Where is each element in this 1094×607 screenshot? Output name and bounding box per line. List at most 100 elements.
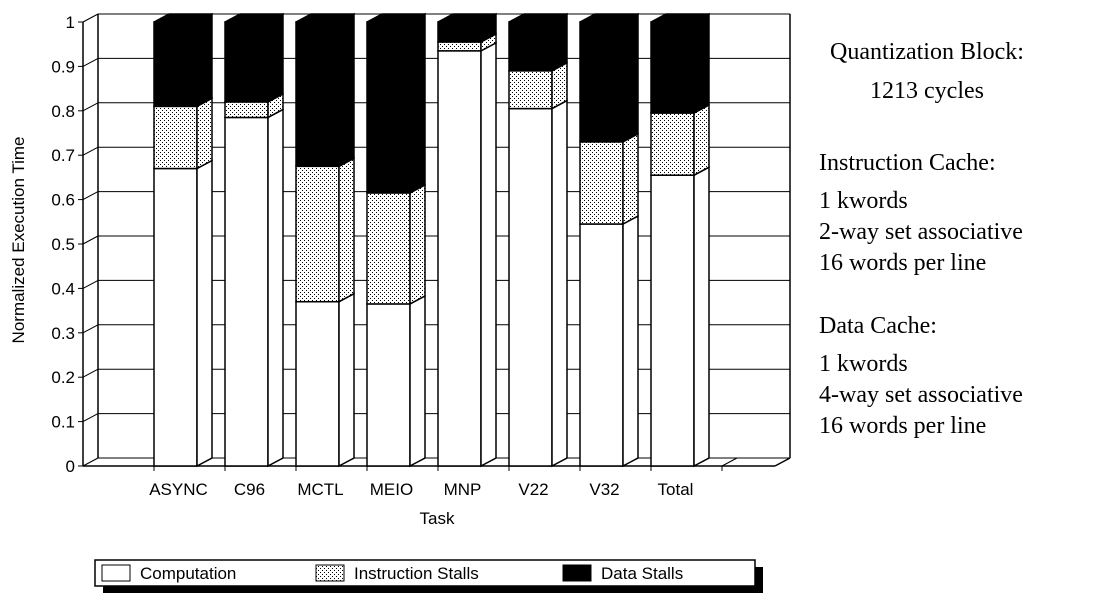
bar-segment	[295, 300, 340, 467]
bar-segment	[437, 50, 482, 467]
bar-top	[224, 13, 284, 23]
bar-segment	[366, 192, 411, 305]
bar-side	[338, 292, 355, 468]
bar-side	[196, 12, 213, 108]
wall-tick	[82, 235, 99, 245]
bar-segment	[437, 21, 482, 43]
cache-info: Quantization Block: 1213 cycles Instruct…	[819, 39, 1024, 439]
wall-tick	[82, 146, 99, 156]
wall-tick	[82, 324, 99, 334]
dcache-size: 1 kwords	[819, 351, 908, 377]
bar-segment	[650, 21, 695, 114]
wall-tick	[82, 13, 99, 23]
bar-segment	[579, 21, 624, 143]
y-tick-label: 0.2	[51, 368, 75, 387]
dcache-associativity: 4-way set associative	[819, 382, 1023, 408]
x-tick-label: MCTL	[297, 480, 343, 499]
quantization-value: 1213 cycles	[870, 78, 984, 104]
x-tick-label: C96	[234, 480, 265, 499]
legend-label: Instruction Stalls	[354, 564, 479, 583]
y-tick-label: 1	[66, 13, 75, 32]
bars	[153, 12, 710, 468]
bar-segment	[650, 112, 695, 176]
bar-side	[480, 41, 497, 468]
bar-segment	[508, 21, 553, 72]
floor-right	[774, 457, 791, 467]
x-tick-label: V32	[589, 480, 619, 499]
bar-segment	[153, 21, 198, 108]
bar-segment	[650, 174, 695, 467]
dcache-title: Data Cache:	[819, 313, 937, 339]
bar-side	[196, 97, 213, 170]
bar-segment	[224, 116, 269, 467]
bar-side	[693, 103, 710, 177]
bar-side	[551, 12, 568, 73]
icache-size: 1 kwords	[819, 188, 908, 214]
y-tick-label: 0.9	[51, 57, 75, 76]
y-tick-label: 0.5	[51, 235, 75, 254]
bar-segment	[579, 223, 624, 467]
bar-segment	[224, 101, 269, 119]
x-tick-label: ASYNC	[149, 480, 208, 499]
bar-top	[366, 13, 426, 23]
x-tick-label: MEIO	[370, 480, 413, 499]
bar-segment	[366, 303, 411, 467]
bar-side	[409, 183, 426, 306]
bar-side	[267, 12, 284, 104]
legend: Computation Instruction Stalls Data Stalls	[94, 559, 763, 593]
wall-tick	[82, 102, 99, 112]
y-tick-label: 0.1	[51, 413, 75, 432]
bar-side	[338, 12, 355, 168]
floor-divider	[721, 457, 738, 467]
bar-side	[196, 159, 213, 468]
bar-segment	[295, 21, 340, 168]
bar-top	[437, 13, 497, 23]
icache-associativity: 2-way set associative	[819, 219, 1023, 245]
icache-title: Instruction Cache:	[819, 150, 996, 176]
bar-segment	[508, 70, 553, 110]
bar-segment	[366, 21, 411, 194]
x-axis-label: Task	[420, 509, 455, 528]
bar-side	[409, 12, 426, 195]
wall-tick	[82, 457, 99, 467]
y-tick-label: 0.8	[51, 102, 75, 121]
legend-label: Computation	[140, 564, 236, 583]
bar-top	[153, 13, 213, 23]
bar-segment	[153, 167, 198, 467]
wall-tick	[82, 368, 99, 378]
wall-tick	[82, 57, 99, 67]
quantization-title: Quantization Block:	[830, 39, 1024, 65]
x-tick-label: V22	[518, 480, 548, 499]
bar-top	[295, 13, 355, 23]
dcache-line: 16 words per line	[819, 413, 986, 439]
y-tick-label: 0.6	[51, 191, 75, 210]
bar-top	[508, 13, 568, 23]
bar-side	[693, 165, 710, 468]
legend-swatch	[101, 564, 131, 582]
x-tick-label: MNP	[444, 480, 482, 499]
bar-top	[650, 13, 710, 23]
bar-segment	[224, 21, 269, 103]
bar-top	[579, 13, 639, 23]
icache-line: 16 words per line	[819, 250, 986, 276]
bar-side	[693, 12, 710, 115]
y-axis: 0 0.1 0.2 0.3 0.4 0.5 0.6 0.7 0.8 0.9 1	[51, 13, 75, 476]
bar-side	[622, 132, 639, 226]
y-axis-label: Normalized Execution Time	[9, 137, 28, 344]
bar-segment	[153, 105, 198, 170]
legend-label: Data Stalls	[601, 564, 683, 583]
y-tick-label: 0.3	[51, 324, 75, 343]
bar-side	[267, 108, 284, 468]
bar-segment	[295, 165, 340, 303]
legend-swatch	[562, 564, 592, 582]
y-tick-label: 0.4	[51, 279, 75, 298]
bar-side	[622, 12, 639, 144]
y-tick-label: 0.7	[51, 146, 75, 165]
bar-segment	[579, 141, 624, 225]
bar-side	[622, 214, 639, 468]
wall-tick	[82, 191, 99, 201]
wall-tick	[82, 413, 99, 423]
bar-side	[338, 157, 355, 303]
bar-segment	[437, 41, 482, 52]
